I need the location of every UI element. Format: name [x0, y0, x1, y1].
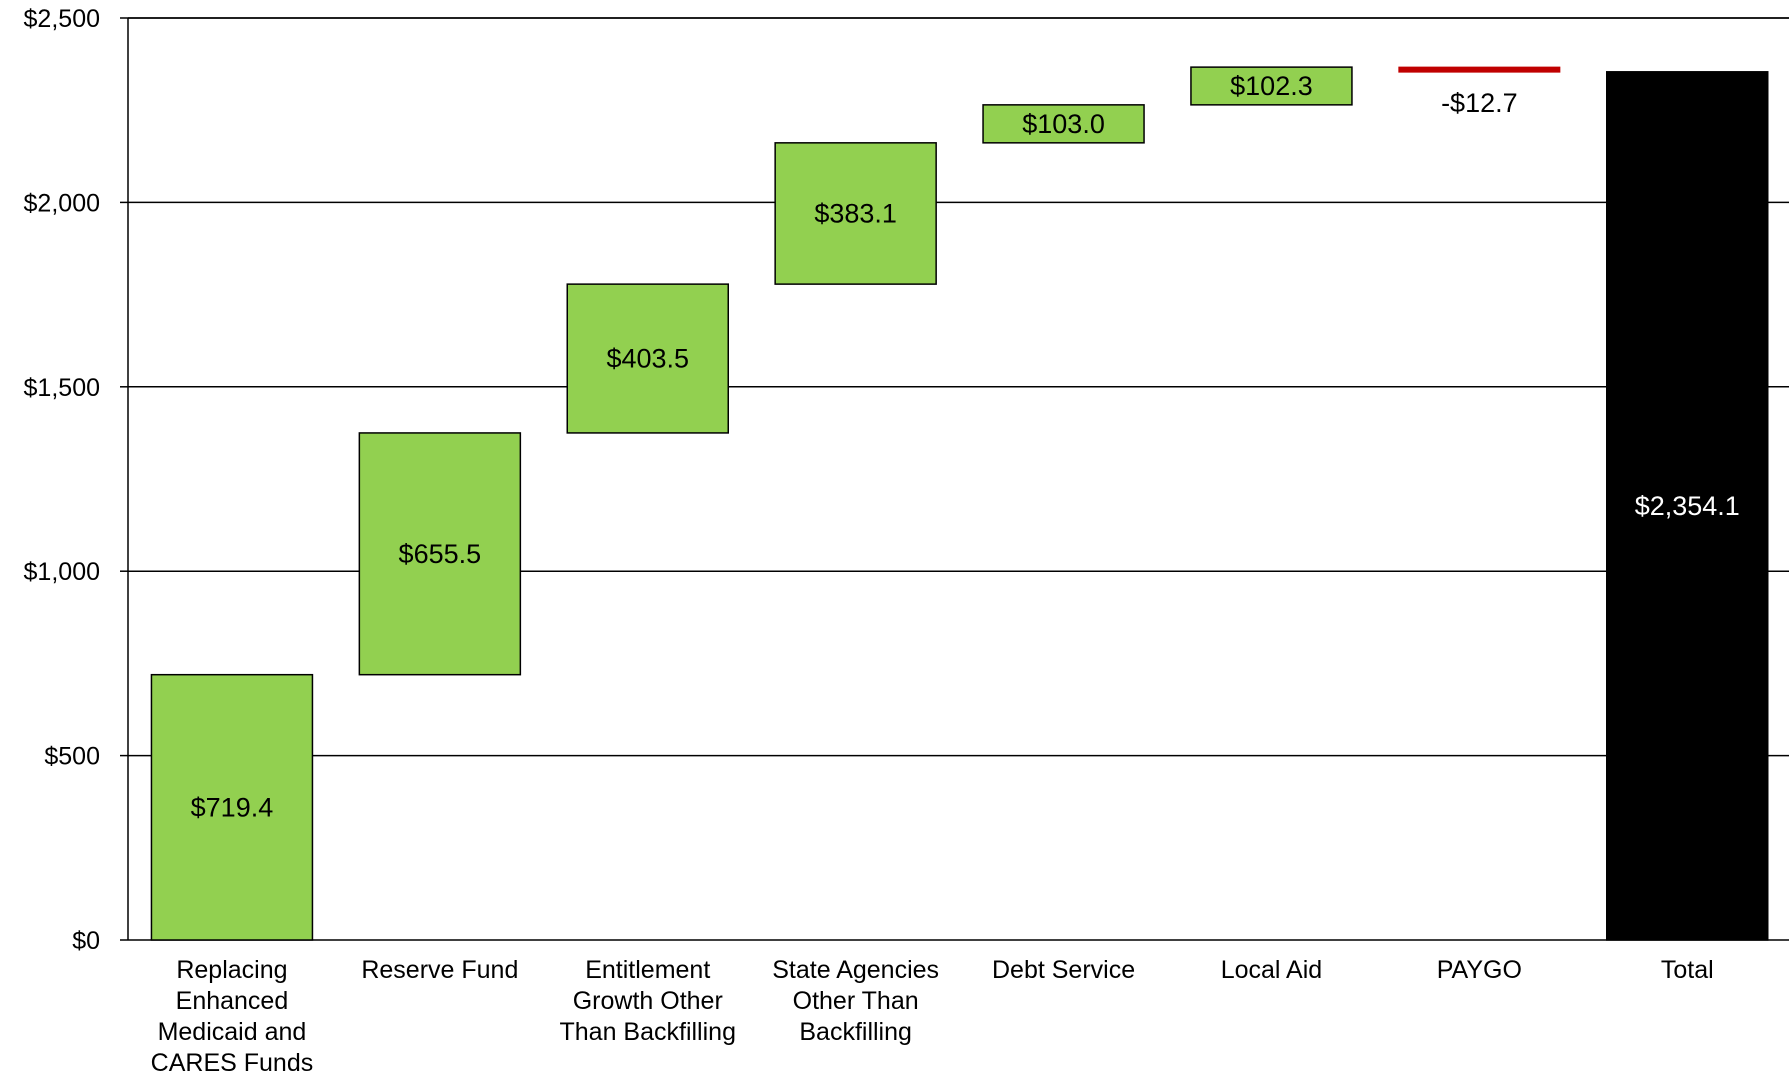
y-tick-label: $1,000	[24, 558, 100, 586]
x-tick-label-line: CARES Funds	[151, 1049, 314, 1076]
x-tick-label-line: Growth Other	[573, 987, 723, 1015]
data-label-5: $102.3	[1230, 71, 1313, 101]
x-tick-label-2: Entitlement Growth Other Than Backfilling	[560, 956, 736, 1046]
data-label-6: -$12.7	[1441, 88, 1518, 118]
y-tick-label: $500	[44, 743, 100, 771]
y-tick-labels: $0 $500 $1,000 $1,500 $2,000 $2,500	[24, 5, 100, 955]
bar-5	[1190, 66, 1353, 106]
x-tick-label-line: Than Backfilling	[560, 1018, 736, 1046]
data-label-2: $403.5	[606, 344, 689, 374]
x-tick-label-line: State Agencies	[772, 956, 939, 984]
x-tick-label-line: Other Than	[793, 987, 919, 1015]
bar-6	[1398, 66, 1561, 73]
data-label-3: $383.1	[814, 198, 897, 228]
bar-7	[1606, 71, 1769, 941]
x-tick-label-line: Debt Service	[992, 956, 1135, 984]
y-tick-label: $2,000	[24, 189, 100, 217]
x-tick-label-line: PAYGO	[1437, 956, 1522, 984]
x-tick-label-7: Total	[1661, 956, 1714, 984]
data-label-4: $103.0	[1022, 109, 1105, 139]
data-label-0: $719.4	[191, 792, 274, 822]
x-tick-label-line: Local Aid	[1221, 956, 1322, 984]
y-tick-label: $2,500	[24, 5, 100, 33]
x-tick-label-3: State Agencies Other Than Backfilling	[772, 956, 939, 1046]
x-tick-label-4: Debt Service	[992, 956, 1135, 984]
bar-1	[358, 432, 522, 676]
x-tick-label-5: Local Aid	[1221, 956, 1322, 984]
bar-0	[150, 673, 314, 941]
x-tick-label-line: Backfilling	[799, 1018, 912, 1046]
x-tick-label-line: Replacing	[176, 956, 287, 984]
x-tick-label-0: Replacing Enhanced Medicaid and CARES Funds	[151, 956, 314, 1076]
x-tick-label-1: Reserve Fund	[361, 956, 518, 984]
x-tick-label-line: Enhanced	[176, 987, 289, 1015]
bar-2	[566, 283, 729, 434]
data-label-7: $2,354.1	[1635, 491, 1740, 521]
x-tick-labels: Replacing Enhanced Medicaid and CARES Funds…	[151, 956, 1714, 1076]
x-tick-label-line: Reserve Fund	[361, 956, 518, 984]
bars	[150, 66, 1769, 941]
data-labels: $719.4 $655.5 $403.5 $383.1 $103.0 $102.3 -$12…	[191, 71, 1740, 822]
x-tick-label-6: PAYGO	[1437, 956, 1522, 984]
y-tick-label: $1,500	[24, 374, 100, 402]
y-tick-label: $0	[72, 927, 100, 955]
bar-3	[774, 142, 937, 285]
x-tick-label-line: Entitlement	[585, 956, 710, 984]
x-tick-label-line: Total	[1661, 956, 1714, 984]
bar-4	[982, 104, 1145, 144]
x-tick-label-line: Medicaid and	[158, 1018, 307, 1046]
axes	[120, 17, 1789, 941]
data-label-1: $655.5	[399, 539, 482, 569]
